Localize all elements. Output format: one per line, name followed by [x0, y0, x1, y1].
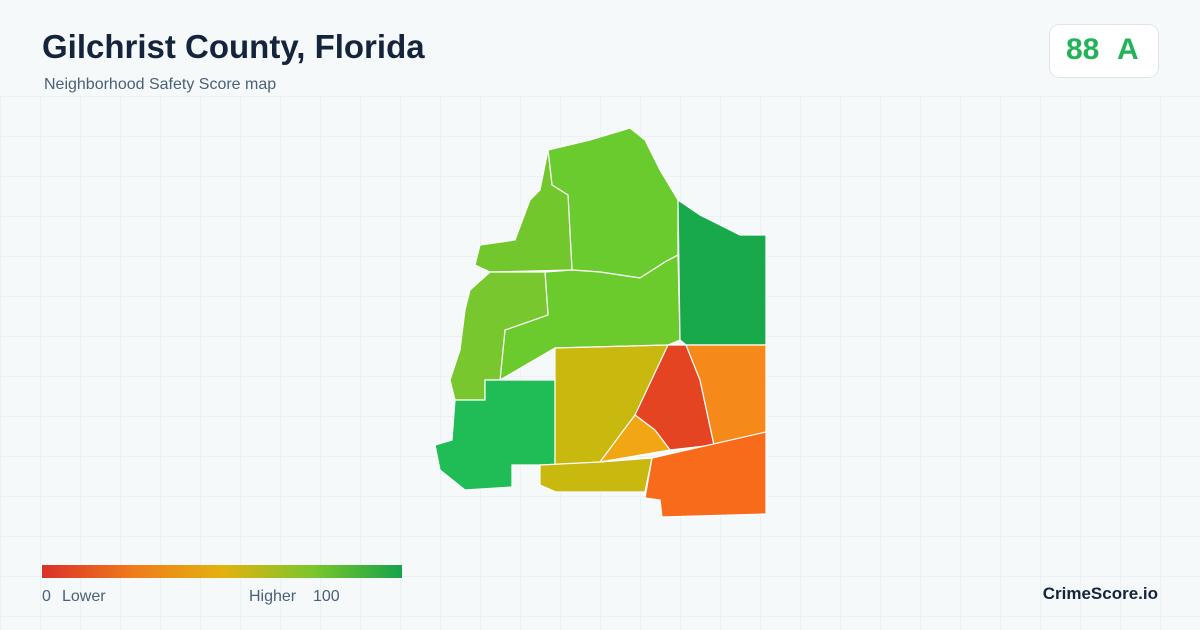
legend-min-label: Lower: [62, 588, 106, 605]
legend-min: 0: [42, 588, 51, 605]
region: [598, 414, 672, 463]
grade: A: [1117, 33, 1139, 66]
brand: CrimeScore.io: [1042, 584, 1158, 603]
score: 88: [1066, 33, 1100, 66]
legend-bar: [42, 565, 402, 578]
region: [677, 198, 767, 346]
region: [644, 431, 767, 518]
score-badge: [1049, 24, 1159, 78]
regions: [434, 127, 767, 518]
legend-max: 100: [313, 588, 340, 605]
region: [539, 457, 653, 493]
title: Gilchrist County, Florida: [42, 28, 425, 65]
subtitle: Neighborhood Safety Score map: [44, 76, 277, 93]
region: [474, 149, 573, 273]
legend-max-label: Higher: [249, 588, 297, 605]
